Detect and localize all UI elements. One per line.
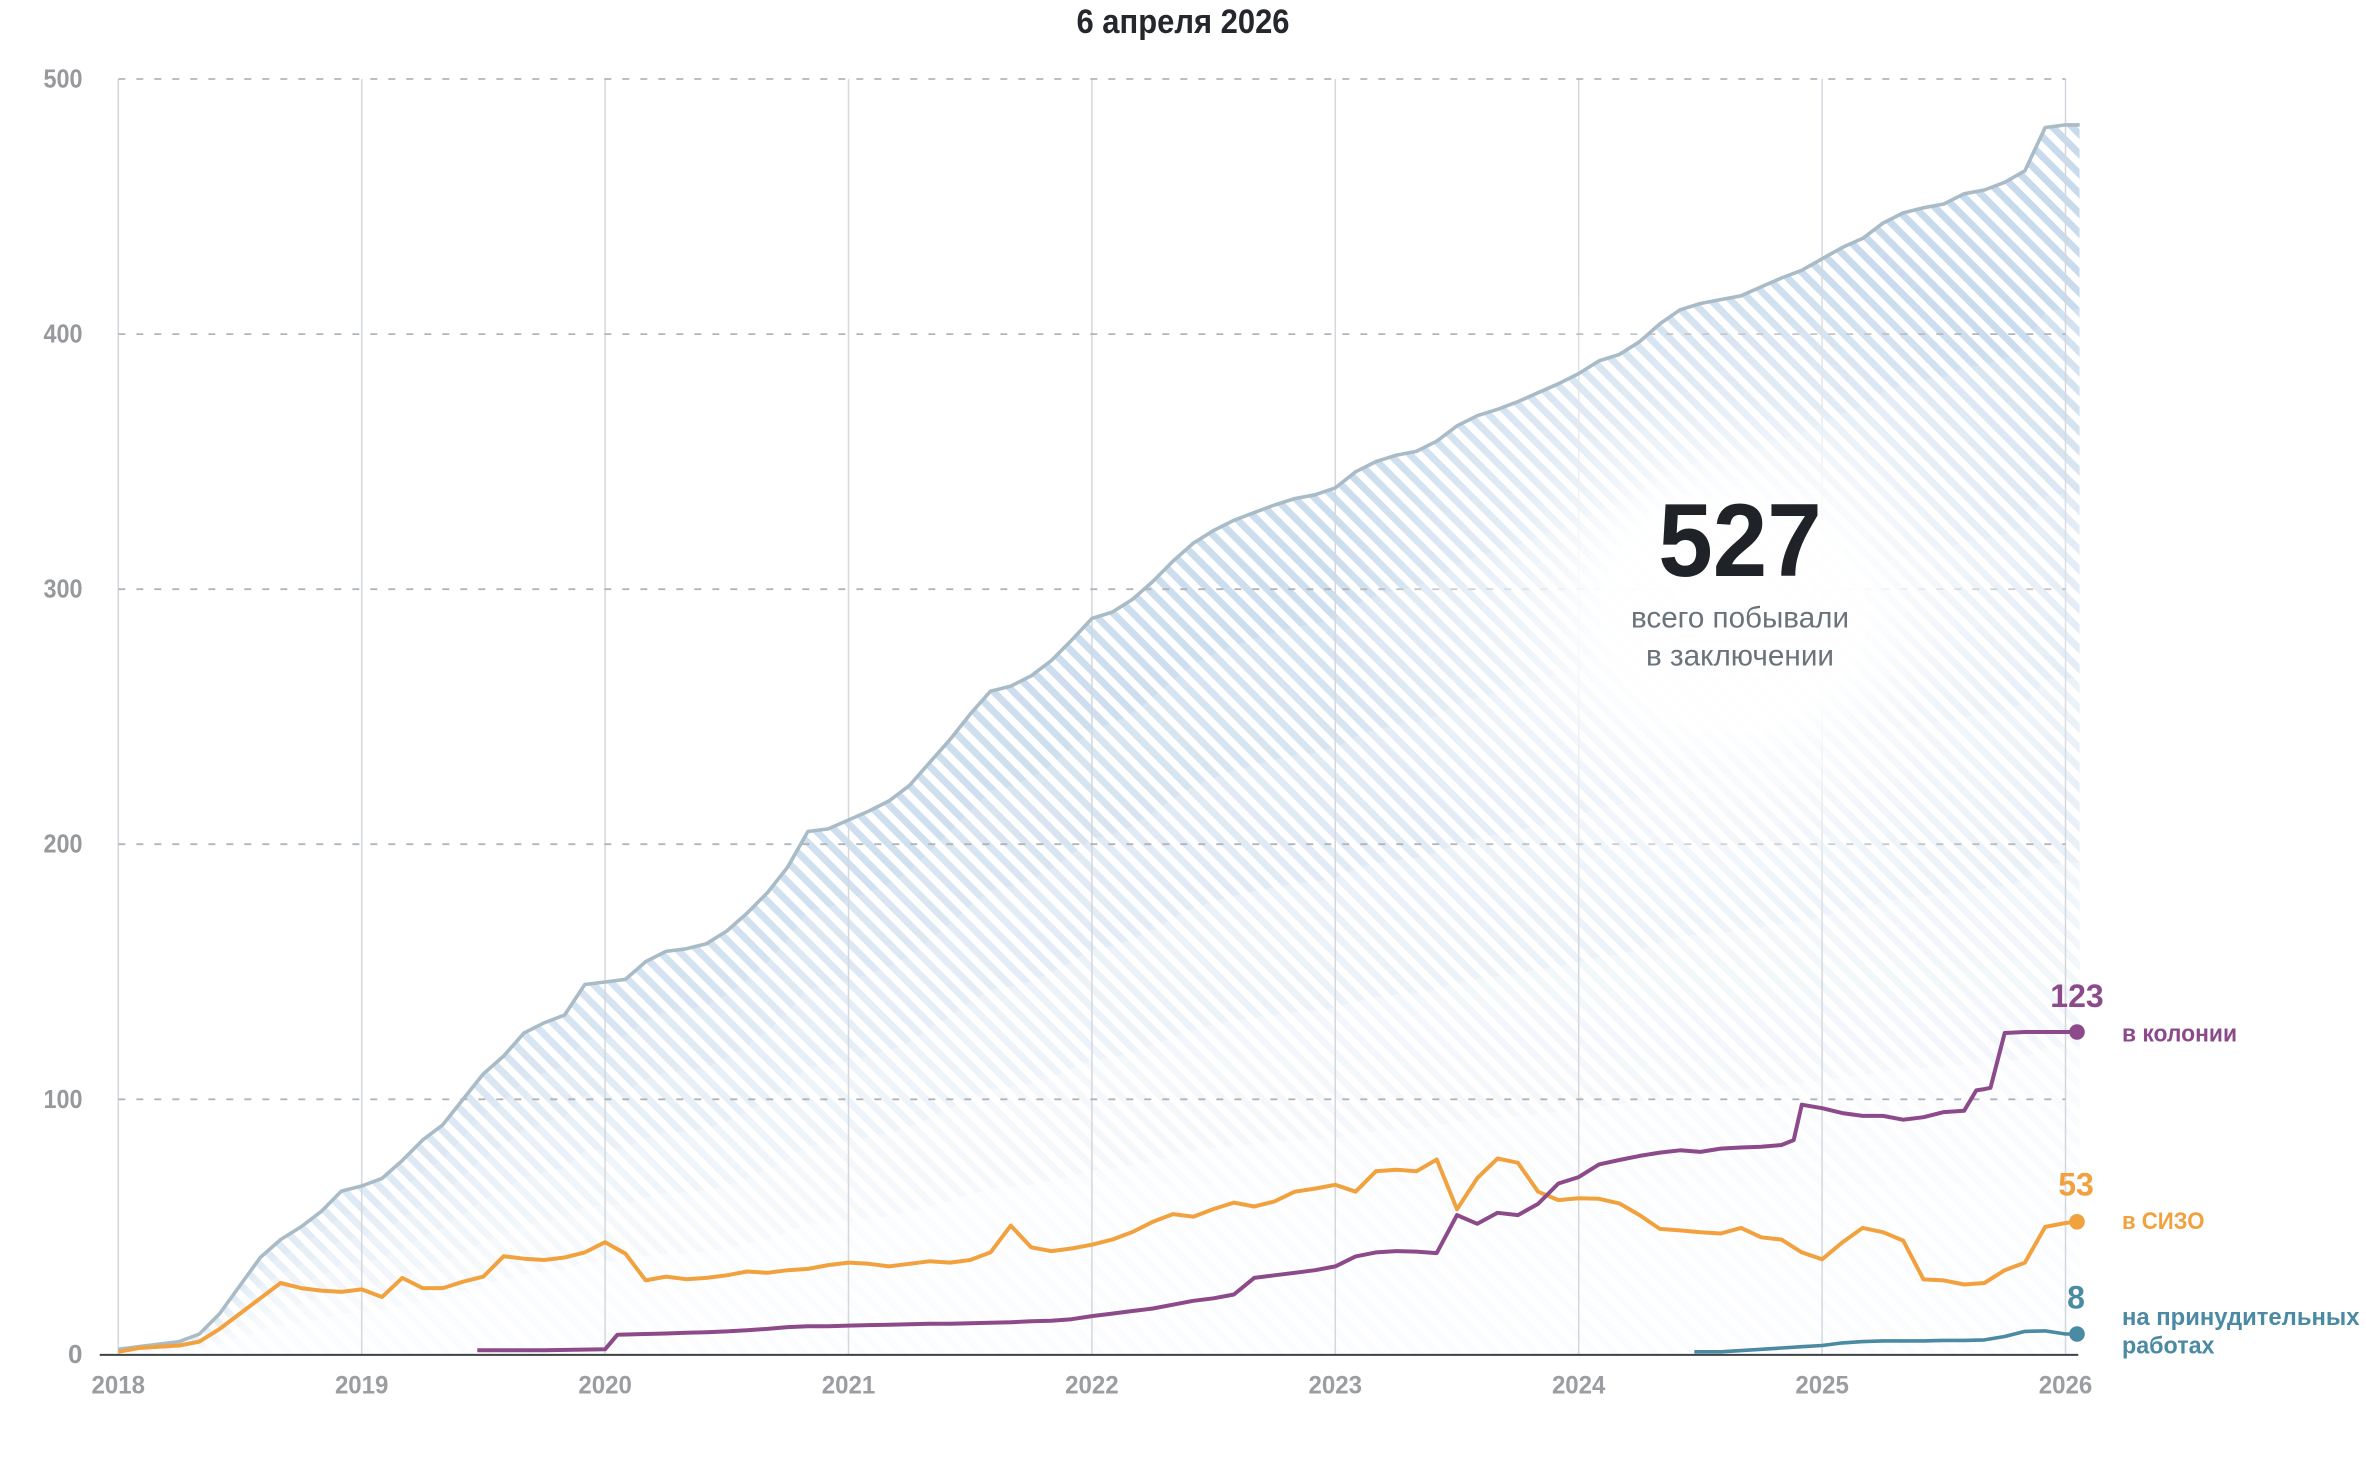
svg-text:123: 123	[2050, 978, 2103, 1014]
svg-text:на принудительных: на принудительных	[2122, 1304, 2360, 1331]
svg-text:400: 400	[44, 319, 83, 349]
svg-text:в СИЗО: в СИЗО	[2122, 1208, 2205, 1235]
svg-text:8: 8	[2067, 1280, 2085, 1316]
svg-text:2022: 2022	[1065, 1372, 1119, 1400]
svg-text:2019: 2019	[335, 1372, 389, 1400]
svg-text:53: 53	[2058, 1167, 2094, 1203]
svg-text:2026: 2026	[2039, 1372, 2093, 1400]
svg-text:300: 300	[44, 574, 83, 604]
svg-text:всего побывали: всего побывали	[1631, 602, 1849, 635]
svg-text:2025: 2025	[1795, 1372, 1849, 1400]
svg-text:2023: 2023	[1309, 1372, 1363, 1400]
svg-text:200: 200	[44, 829, 83, 859]
svg-text:2024: 2024	[1552, 1372, 1606, 1400]
svg-text:0: 0	[68, 1339, 82, 1369]
svg-text:100: 100	[44, 1084, 83, 1114]
svg-text:2021: 2021	[822, 1372, 876, 1400]
svg-text:2020: 2020	[578, 1372, 632, 1400]
svg-text:527: 527	[1658, 483, 1822, 599]
svg-text:в заключении: в заключении	[1646, 640, 1834, 673]
svg-text:6 апреля 2026: 6 апреля 2026	[1077, 3, 1290, 41]
svg-text:работах: работах	[2122, 1333, 2215, 1360]
svg-text:в колонии: в колонии	[2122, 1021, 2237, 1048]
svg-text:500: 500	[44, 64, 83, 94]
svg-text:2018: 2018	[92, 1372, 146, 1400]
